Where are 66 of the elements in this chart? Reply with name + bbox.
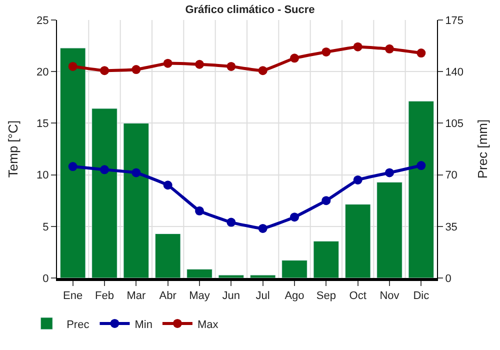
- point: [290, 212, 299, 222]
- y2-tick-label: 140: [445, 66, 464, 78]
- legend-label: Max: [197, 318, 219, 331]
- x-tick-label: Jul: [256, 290, 270, 302]
- point: [132, 65, 141, 74]
- bar: [282, 260, 308, 278]
- point: [226, 218, 236, 227]
- bar: [60, 48, 86, 278]
- point: [132, 168, 141, 178]
- x-tick-label: Feb: [95, 290, 114, 302]
- x-tick-label: Mar: [126, 290, 146, 302]
- point: [68, 162, 78, 172]
- y2-tick-label: 70: [445, 170, 458, 182]
- point: [353, 175, 362, 184]
- bar: [123, 122, 150, 278]
- bar: [218, 274, 244, 278]
- point: [195, 206, 204, 216]
- point: [385, 44, 394, 54]
- y2-tick-label: 175: [445, 14, 464, 27]
- bar: [344, 204, 371, 278]
- y-tick-label: 5: [42, 221, 49, 234]
- x-tick-label: Jun: [222, 290, 240, 302]
- y-tick-label: 15: [36, 118, 49, 130]
- point: [163, 180, 172, 190]
- point: [226, 62, 236, 71]
- x-tick-label: Ago: [284, 290, 304, 302]
- legend-label: Min: [134, 318, 152, 331]
- y2-tick-label: 0: [445, 272, 452, 285]
- bar: [376, 182, 402, 278]
- point: [385, 168, 394, 178]
- y-tick-label: 10: [36, 170, 49, 182]
- x-tick-label: May: [189, 290, 210, 302]
- x-tick-label: Sep: [316, 290, 336, 302]
- bar: [313, 240, 340, 278]
- point: [100, 66, 109, 76]
- bar: [408, 100, 434, 278]
- point: [353, 42, 362, 52]
- x-tick-label: Nov: [380, 290, 400, 302]
- chart-title: Gráfico climático - Sucre: [185, 4, 315, 16]
- point: [416, 161, 426, 170]
- point: [258, 66, 268, 76]
- y2-axis-title: Prec [mm]: [475, 119, 490, 179]
- y-tick-label: 25: [36, 14, 49, 27]
- point: [195, 60, 204, 69]
- y-axis-title: Temp [°C]: [6, 120, 20, 178]
- point: [290, 54, 299, 63]
- point: [258, 224, 268, 233]
- legend-label: Prec: [66, 318, 90, 331]
- point: [163, 58, 172, 68]
- point: [416, 48, 426, 58]
- y-tick-label: 20: [36, 66, 49, 78]
- x-tick-label: Ene: [63, 290, 83, 302]
- y2-tick-label: 35: [445, 221, 458, 234]
- bar: [186, 268, 212, 278]
- x-tick-label: Dic: [413, 290, 430, 302]
- point: [322, 47, 331, 56]
- point: [100, 165, 109, 174]
- x-tick-label: Abr: [159, 290, 177, 302]
- point: [68, 62, 78, 71]
- y2-tick-label: 105: [445, 118, 464, 130]
- y-tick-label: 0: [42, 272, 49, 285]
- bar: [92, 108, 118, 278]
- bar: [250, 274, 276, 278]
- bar: [154, 234, 181, 278]
- point: [322, 196, 331, 206]
- x-tick-label: Oct: [349, 290, 366, 302]
